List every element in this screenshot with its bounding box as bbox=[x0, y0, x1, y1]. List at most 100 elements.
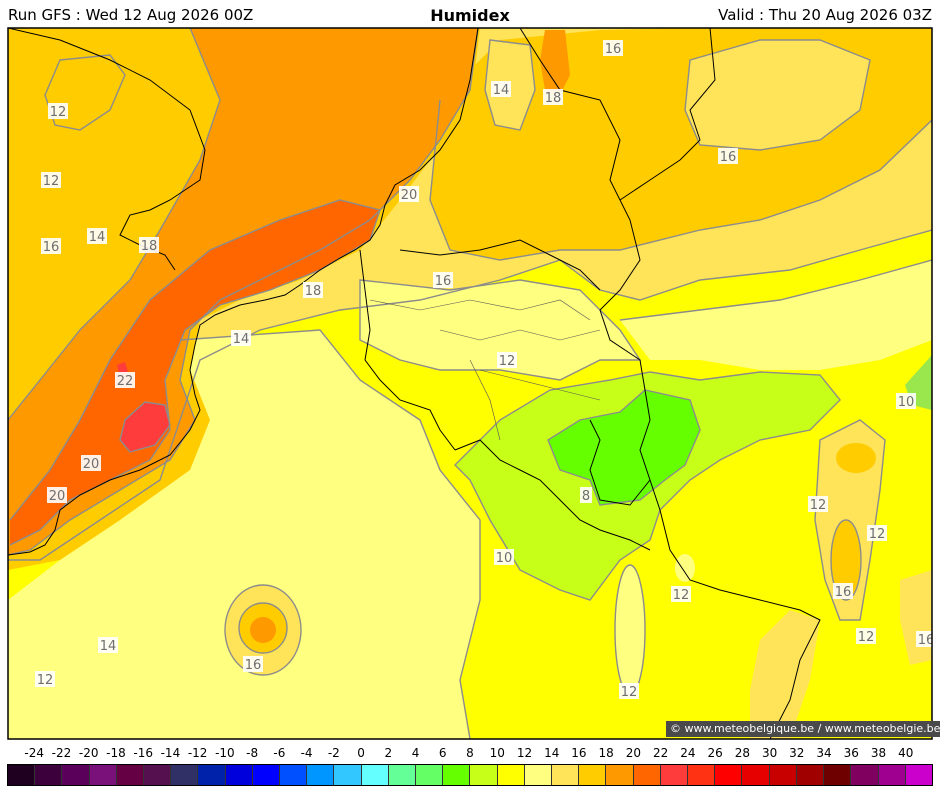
contour-label: 18 bbox=[305, 284, 322, 299]
contour-label-bg bbox=[916, 631, 932, 647]
contour-line bbox=[814, 419, 886, 621]
legend-tick-label: 6 bbox=[438, 746, 447, 760]
contour-label-bg bbox=[491, 81, 511, 97]
legend-swatch bbox=[769, 765, 797, 785]
contour-line bbox=[224, 584, 302, 676]
contour-label: 14 bbox=[100, 639, 117, 654]
contour-label-bg bbox=[867, 525, 887, 541]
legend-swatch bbox=[497, 765, 525, 785]
contour-line bbox=[454, 371, 841, 601]
legend-tick-label: 38 bbox=[870, 746, 887, 760]
legend-tick-label: 34 bbox=[816, 746, 832, 760]
legend-tick-label: 20 bbox=[625, 746, 642, 760]
legend-swatch bbox=[470, 765, 498, 785]
contour-label: 10 bbox=[496, 551, 513, 566]
contour-label: 16 bbox=[43, 240, 60, 255]
contour-label-bg bbox=[718, 148, 738, 164]
border-luxembourg bbox=[589, 419, 651, 506]
legend-swatch bbox=[89, 765, 117, 785]
legend-tick-label: 14 bbox=[544, 746, 560, 760]
province-border bbox=[479, 369, 601, 401]
border-france-belgium bbox=[359, 249, 456, 451]
contour-line bbox=[619, 259, 932, 321]
legend-tick-label: -2 bbox=[327, 746, 340, 760]
humidex-map: 12 12 14 16 18 14 18 16 16 20 16 18 14 22 20 20 12 10 8 10 1… bbox=[7, 27, 933, 740]
contour-label-bg bbox=[98, 637, 118, 653]
legend-swatch bbox=[62, 765, 90, 785]
contour-label: 16 bbox=[435, 274, 452, 289]
zone-8 bbox=[548, 390, 700, 505]
legend-tick-label: -16 bbox=[133, 746, 153, 760]
contour-label-bg bbox=[139, 237, 159, 253]
legend-tick-label: 24 bbox=[680, 746, 696, 760]
zone-14-west bbox=[8, 330, 480, 739]
legend-tick-label: -22 bbox=[51, 746, 72, 760]
legend-tick-label: 10 bbox=[489, 746, 505, 760]
contour-label: 12 bbox=[50, 105, 67, 120]
legend-tick-label: 4 bbox=[411, 746, 420, 760]
contour-label-bg bbox=[41, 172, 61, 188]
zone-14-south-pocket bbox=[615, 565, 645, 695]
zone-22-core bbox=[10, 200, 380, 545]
contour-label: 22 bbox=[117, 374, 134, 389]
legend-tick-label: 36 bbox=[843, 746, 859, 760]
legend-tick-label: 18 bbox=[598, 746, 614, 760]
contour-label-bg bbox=[243, 656, 263, 672]
legend-swatch bbox=[8, 765, 36, 785]
contour-label-bg bbox=[41, 238, 61, 254]
contour-label-bg bbox=[808, 496, 828, 512]
legend-swatch bbox=[796, 765, 825, 785]
legend-swatch bbox=[633, 765, 661, 785]
legend-swatch bbox=[280, 765, 308, 785]
legend-swatch bbox=[851, 765, 879, 785]
legend-swatch bbox=[144, 765, 172, 785]
legend-tick-label: 2 bbox=[384, 746, 393, 760]
contour-line bbox=[8, 229, 932, 561]
contour-labels: 12 12 14 16 18 14 18 16 16 20 16 18 14 22 20 20 12 10 8 10 1… bbox=[35, 40, 932, 700]
legend-swatch bbox=[334, 765, 362, 785]
legend-swatch bbox=[443, 765, 471, 785]
legend-swatch bbox=[606, 765, 634, 785]
province-border bbox=[369, 299, 591, 321]
contour-label-bg bbox=[619, 683, 639, 699]
legend-tick-label: -20 bbox=[78, 746, 99, 760]
legend-swatch bbox=[579, 765, 607, 785]
legend-swatch bbox=[905, 765, 932, 785]
legend-tick-label: 28 bbox=[734, 746, 750, 760]
valid-label: Valid : Thu 20 Aug 2026 03Z bbox=[718, 6, 932, 24]
contour-line bbox=[547, 389, 701, 506]
contour-label-bg bbox=[433, 272, 453, 288]
border-belgium-netherlands bbox=[399, 239, 601, 291]
zone-18-se bbox=[831, 520, 861, 600]
contour-label-bg bbox=[580, 487, 592, 503]
zone-20-pocket bbox=[540, 30, 570, 95]
contour-label-bg bbox=[231, 330, 251, 346]
legend-ticks: -24 -22 -20 -18 -16 -14 -12 -10 -8 -6 -4 -2 0 2 4 6 8 10 1… bbox=[0, 746, 940, 762]
legend-swatch bbox=[416, 765, 444, 785]
legend-tick-label: -4 bbox=[300, 746, 313, 760]
zone-14-benelux bbox=[360, 280, 640, 380]
contour-line bbox=[684, 39, 871, 151]
contour-label-bg bbox=[81, 455, 101, 471]
legend-swatch bbox=[361, 765, 389, 785]
legend-swatch bbox=[198, 765, 226, 785]
legend-tick-label: -24 bbox=[24, 746, 45, 760]
zone-14-east bbox=[620, 260, 932, 370]
border-belgium-south bbox=[454, 439, 651, 551]
coastline bbox=[8, 28, 479, 556]
contour-label-bg bbox=[87, 228, 107, 244]
legend-tick-label: 12 bbox=[516, 746, 533, 760]
contour-label-bg bbox=[494, 549, 514, 565]
credit-label: © www.meteobelgique.be / www.meteobelgie… bbox=[666, 721, 940, 737]
coastline-england bbox=[8, 28, 206, 271]
contour-label: 8 bbox=[582, 489, 590, 504]
legend-tick-label: 32 bbox=[789, 746, 805, 760]
contour-line bbox=[8, 28, 221, 421]
legend-tick-label: 0 bbox=[357, 746, 365, 760]
legend-swatch bbox=[524, 765, 553, 785]
contour-label: 12 bbox=[858, 630, 875, 645]
contour-label-bg bbox=[896, 393, 916, 409]
run-label: Run GFS : Wed 12 Aug 2026 00Z bbox=[8, 6, 254, 24]
zone-18-se-2 bbox=[836, 443, 876, 473]
contour-line bbox=[429, 99, 932, 261]
